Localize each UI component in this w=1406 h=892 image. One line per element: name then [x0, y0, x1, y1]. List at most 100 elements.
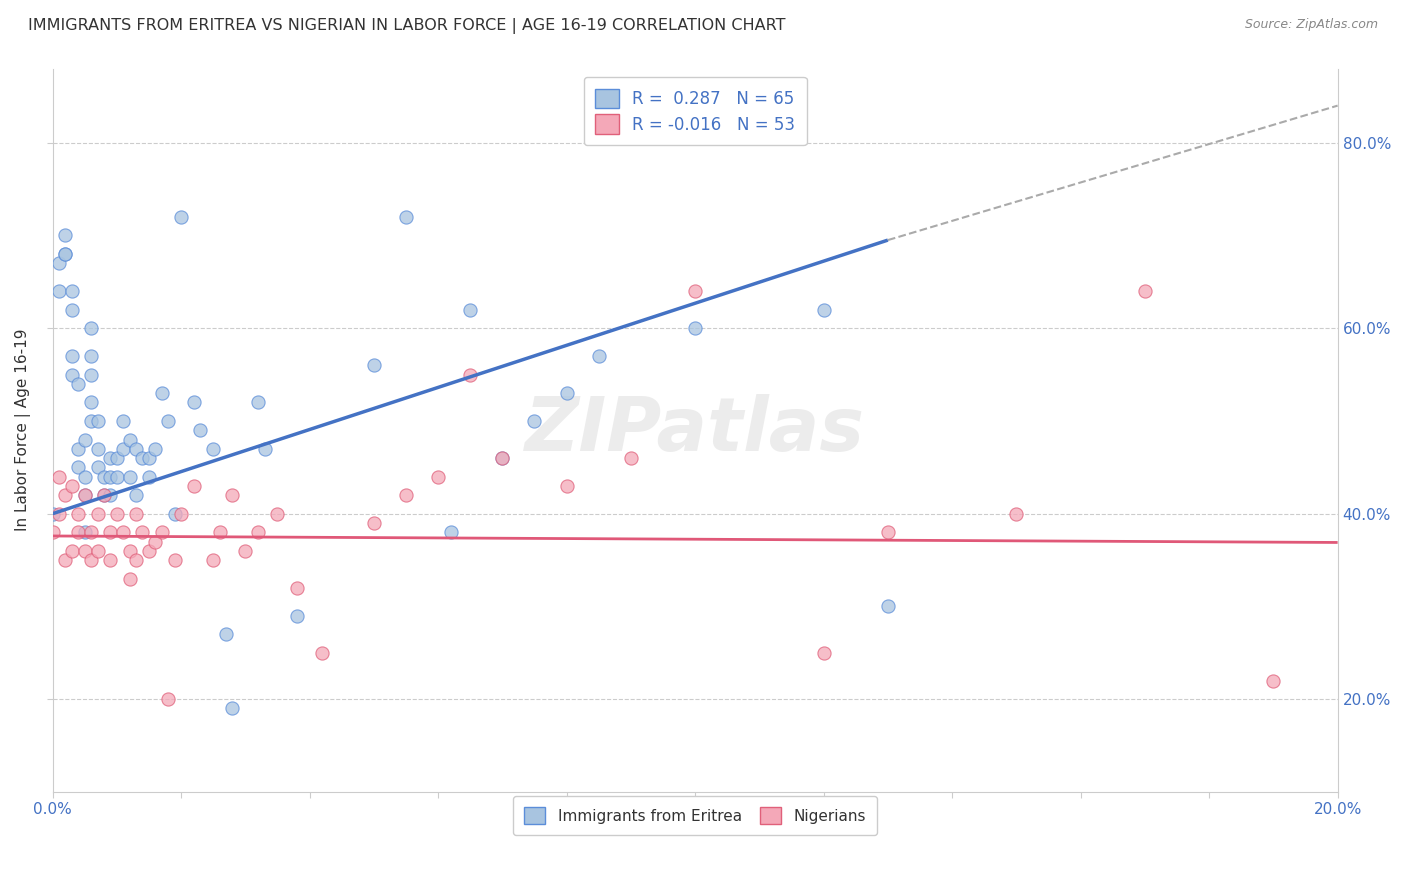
Point: [80, 414, 103, 428]
Point: [41, 525, 63, 540]
Point: [143, 442, 166, 456]
Point: [67, 376, 90, 391]
Point: [202, 442, 225, 456]
Point: [233, 544, 256, 558]
Point: [73, 433, 96, 447]
Point: [311, 646, 333, 660]
Point: [395, 210, 418, 224]
Point: [202, 553, 225, 567]
Point: [458, 368, 481, 382]
Point: [458, 302, 481, 317]
Point: [138, 544, 160, 558]
Point: [118, 433, 141, 447]
Point: [157, 692, 180, 706]
Point: [41, 507, 63, 521]
Point: [523, 414, 546, 428]
Point: [48, 469, 70, 483]
Point: [112, 414, 135, 428]
Point: [163, 507, 186, 521]
Point: [221, 701, 243, 715]
Point: [105, 451, 128, 466]
Text: Source: ZipAtlas.com: Source: ZipAtlas.com: [1244, 18, 1378, 31]
Point: [131, 525, 153, 540]
Point: [93, 488, 115, 502]
Point: [440, 525, 463, 540]
Point: [221, 488, 243, 502]
Point: [131, 451, 153, 466]
Point: [73, 544, 96, 558]
Point: [363, 359, 385, 373]
Point: [112, 525, 135, 540]
Point: [60, 349, 83, 363]
Point: [253, 442, 276, 456]
Point: [118, 544, 141, 558]
Point: [86, 442, 108, 456]
Point: [86, 460, 108, 475]
Point: [163, 553, 186, 567]
Point: [48, 507, 70, 521]
Point: [1263, 673, 1285, 688]
Point: [112, 442, 135, 456]
Point: [813, 646, 835, 660]
Point: [215, 627, 238, 641]
Point: [60, 368, 83, 382]
Point: [60, 302, 83, 317]
Point: [183, 479, 205, 493]
Point: [125, 442, 148, 456]
Point: [555, 386, 578, 401]
Point: [138, 451, 160, 466]
Point: [285, 608, 308, 623]
Point: [813, 302, 835, 317]
Point: [98, 451, 121, 466]
Point: [125, 488, 148, 502]
Point: [86, 544, 108, 558]
Point: [93, 488, 115, 502]
Point: [53, 228, 76, 243]
Point: [620, 451, 643, 466]
Point: [150, 386, 173, 401]
Point: [150, 525, 173, 540]
Point: [208, 525, 231, 540]
Point: [588, 349, 610, 363]
Point: [80, 553, 103, 567]
Point: [80, 368, 103, 382]
Point: [93, 469, 115, 483]
Point: [170, 507, 193, 521]
Point: [73, 469, 96, 483]
Point: [876, 599, 898, 614]
Point: [138, 469, 160, 483]
Legend: Immigrants from Eritrea, Nigerians: Immigrants from Eritrea, Nigerians: [513, 796, 877, 835]
Point: [285, 581, 308, 595]
Point: [53, 553, 76, 567]
Point: [80, 525, 103, 540]
Point: [183, 395, 205, 409]
Point: [395, 488, 418, 502]
Point: [60, 284, 83, 298]
Point: [143, 534, 166, 549]
Point: [363, 516, 385, 530]
Point: [53, 488, 76, 502]
Point: [1005, 507, 1028, 521]
Point: [86, 414, 108, 428]
Point: [683, 321, 706, 335]
Point: [67, 507, 90, 521]
Point: [98, 553, 121, 567]
Point: [105, 469, 128, 483]
Point: [266, 507, 288, 521]
Point: [53, 247, 76, 261]
Point: [67, 525, 90, 540]
Point: [98, 469, 121, 483]
Point: [98, 525, 121, 540]
Point: [67, 442, 90, 456]
Point: [491, 451, 513, 466]
Text: IMMIGRANTS FROM ERITREA VS NIGERIAN IN LABOR FORCE | AGE 16-19 CORRELATION CHART: IMMIGRANTS FROM ERITREA VS NIGERIAN IN L…: [28, 18, 786, 34]
Point: [118, 469, 141, 483]
Point: [491, 451, 513, 466]
Text: ZIPatlas: ZIPatlas: [524, 393, 865, 467]
Y-axis label: In Labor Force | Age 16-19: In Labor Force | Age 16-19: [15, 329, 31, 532]
Point: [427, 469, 450, 483]
Point: [60, 544, 83, 558]
Point: [876, 525, 898, 540]
Point: [105, 507, 128, 521]
Point: [247, 525, 270, 540]
